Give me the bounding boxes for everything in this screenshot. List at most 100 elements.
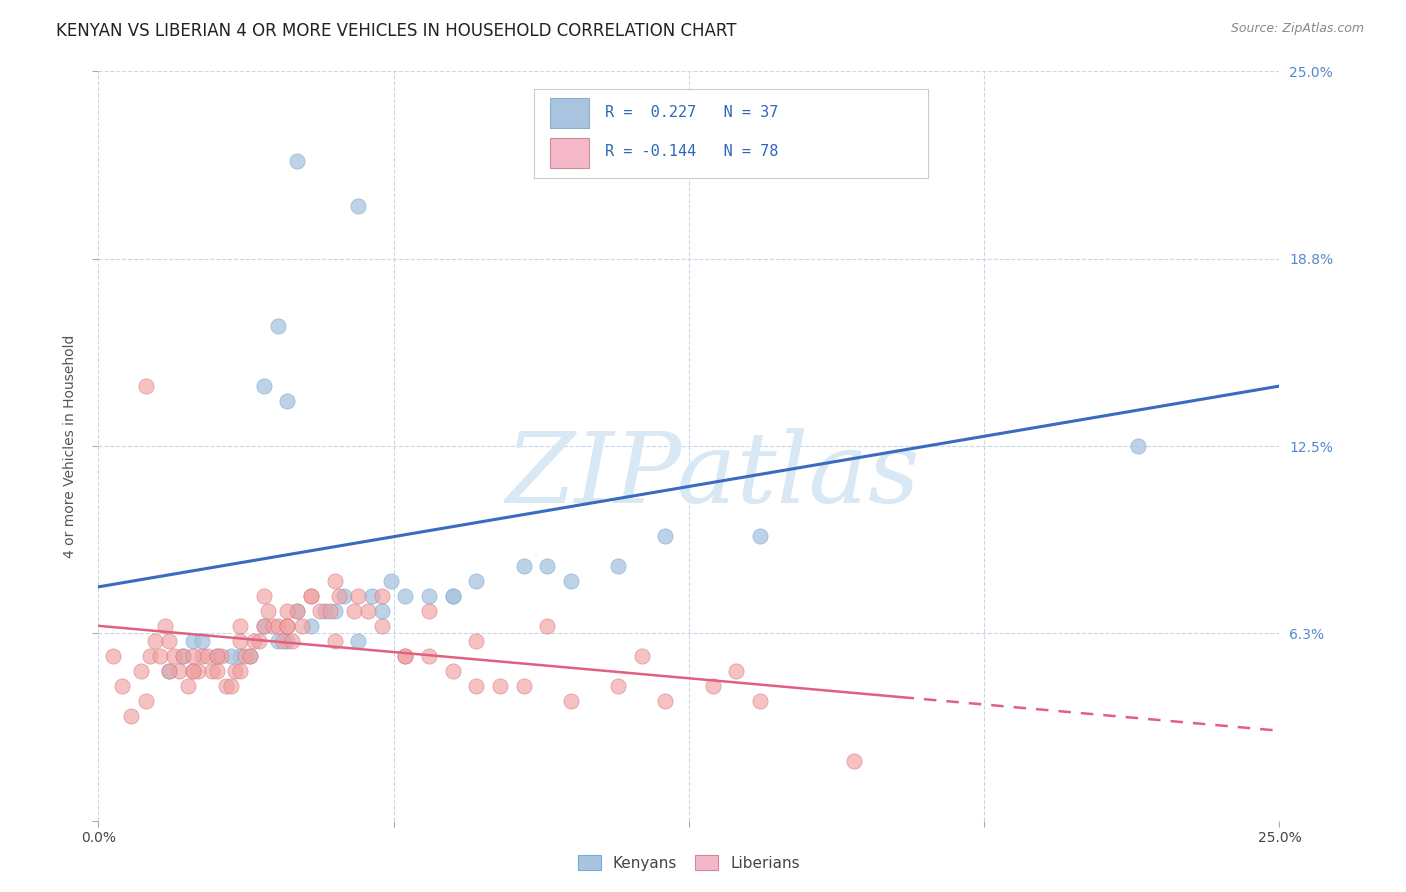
- Point: [201, 664, 224, 678]
- Point: [229, 648, 252, 663]
- Point: [229, 664, 252, 678]
- Point: [323, 574, 346, 588]
- Point: [253, 619, 276, 633]
- Point: [748, 694, 770, 708]
- Point: [181, 664, 204, 678]
- Point: [285, 604, 308, 618]
- Point: [243, 633, 266, 648]
- Point: [253, 379, 276, 393]
- Point: [319, 604, 342, 618]
- Point: [418, 648, 440, 663]
- Point: [143, 633, 166, 648]
- Point: [536, 558, 558, 573]
- Point: [276, 619, 298, 633]
- Point: [299, 589, 322, 603]
- Point: [172, 648, 194, 663]
- Point: [299, 619, 322, 633]
- Point: [560, 694, 582, 708]
- Point: [371, 589, 394, 603]
- Point: [285, 604, 308, 618]
- Point: [465, 633, 488, 648]
- Point: [1126, 439, 1149, 453]
- Point: [101, 648, 124, 663]
- Point: [191, 648, 214, 663]
- Point: [536, 619, 558, 633]
- Point: [111, 679, 134, 693]
- Point: [195, 648, 218, 663]
- Legend: Kenyans, Liberians: Kenyans, Liberians: [571, 848, 807, 877]
- Point: [630, 648, 652, 663]
- Y-axis label: 4 or more Vehicles in Household: 4 or more Vehicles in Household: [63, 334, 77, 558]
- Point: [172, 648, 194, 663]
- Point: [205, 648, 228, 663]
- Point: [465, 679, 488, 693]
- Point: [465, 574, 488, 588]
- Text: R = -0.144   N = 78: R = -0.144 N = 78: [605, 145, 779, 159]
- Point: [418, 589, 440, 603]
- Point: [229, 633, 252, 648]
- Point: [215, 679, 238, 693]
- Point: [276, 604, 298, 618]
- Point: [135, 694, 157, 708]
- Point: [512, 558, 534, 573]
- Point: [333, 589, 356, 603]
- Point: [229, 619, 252, 633]
- Point: [253, 589, 276, 603]
- Point: [149, 648, 172, 663]
- Point: [224, 664, 246, 678]
- Point: [512, 679, 534, 693]
- FancyBboxPatch shape: [550, 138, 589, 168]
- Point: [219, 648, 242, 663]
- Point: [702, 679, 724, 693]
- Point: [121, 708, 143, 723]
- Point: [157, 664, 180, 678]
- Point: [347, 589, 370, 603]
- Point: [290, 619, 312, 633]
- Point: [654, 529, 676, 543]
- Point: [177, 679, 200, 693]
- Point: [342, 604, 364, 618]
- Point: [394, 589, 416, 603]
- Point: [323, 604, 346, 618]
- Point: [239, 648, 262, 663]
- Point: [267, 619, 290, 633]
- Point: [323, 633, 346, 648]
- Point: [191, 633, 214, 648]
- Point: [167, 664, 190, 678]
- Text: KENYAN VS LIBERIAN 4 OR MORE VEHICLES IN HOUSEHOLD CORRELATION CHART: KENYAN VS LIBERIAN 4 OR MORE VEHICLES IN…: [56, 22, 737, 40]
- Point: [361, 589, 384, 603]
- Point: [253, 619, 276, 633]
- Point: [157, 633, 180, 648]
- Point: [380, 574, 402, 588]
- Point: [328, 589, 350, 603]
- Point: [233, 648, 256, 663]
- Point: [187, 664, 209, 678]
- Point: [347, 199, 370, 213]
- Point: [441, 589, 464, 603]
- Point: [129, 664, 152, 678]
- Point: [281, 633, 304, 648]
- FancyBboxPatch shape: [550, 98, 589, 128]
- Point: [276, 394, 298, 409]
- Point: [181, 664, 204, 678]
- Point: [560, 574, 582, 588]
- Point: [257, 604, 280, 618]
- Point: [607, 679, 630, 693]
- Point: [418, 604, 440, 618]
- Point: [441, 664, 464, 678]
- Point: [271, 633, 294, 648]
- Point: [285, 154, 308, 169]
- Point: [748, 529, 770, 543]
- Point: [219, 679, 242, 693]
- Point: [153, 619, 176, 633]
- Text: ZIPatlas: ZIPatlas: [505, 428, 920, 524]
- Point: [654, 694, 676, 708]
- Point: [347, 633, 370, 648]
- Point: [276, 633, 298, 648]
- Point: [276, 619, 298, 633]
- Point: [267, 319, 290, 334]
- Point: [357, 604, 380, 618]
- Point: [394, 648, 416, 663]
- Point: [844, 754, 866, 768]
- Point: [181, 648, 204, 663]
